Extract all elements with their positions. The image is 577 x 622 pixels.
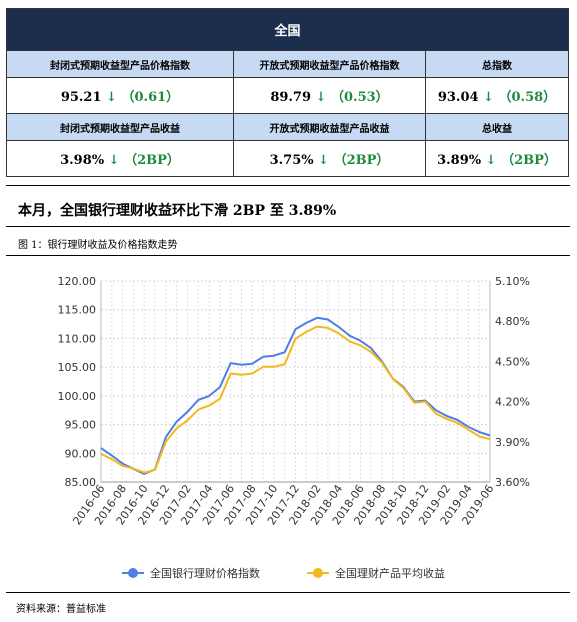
legend-label: 全国银行理财价格指数 xyxy=(150,566,260,580)
y-left-tick-label: 110.00 xyxy=(58,332,97,345)
series-line-1 xyxy=(100,316,491,475)
index-value: 89.79 xyxy=(270,90,312,105)
y-right-tick-label: 3.60% xyxy=(495,476,530,489)
yield-value: 3.89% xyxy=(437,153,482,168)
index-value: 93.04 xyxy=(437,90,479,105)
divider xyxy=(6,226,570,227)
header-total-index: 总指数 xyxy=(424,50,570,78)
value-closed-yield: 3.98% ↓ （2BP） xyxy=(6,140,234,177)
legend-marker-icon xyxy=(128,568,138,578)
index-value: 95.21 xyxy=(60,90,102,105)
down-arrow-icon: ↓ xyxy=(108,153,120,168)
divider xyxy=(6,185,570,186)
legend-label: 全国理财产品平均收益 xyxy=(335,566,445,580)
legend-marker-icon xyxy=(313,568,323,578)
index-change: （0.53） xyxy=(331,90,389,105)
y-right-tick-label: 4.20% xyxy=(495,396,530,409)
series-line-2 xyxy=(100,325,491,474)
value-total-yield: 3.89% ↓ （2BP） xyxy=(424,140,570,177)
headline: 本月，全国银行理财收益环比下滑 2BP 至 3.89% xyxy=(18,203,337,219)
y-left-tick-label: 90.00 xyxy=(65,447,97,460)
header-total-yield: 总收益 xyxy=(424,113,570,141)
value-open-yield: 3.75% ↓ （2BP） xyxy=(233,140,426,177)
index-change: （0.61） xyxy=(121,90,180,105)
divider xyxy=(6,255,570,256)
y-left-tick-label: 85.00 xyxy=(65,476,97,489)
value-total-index: 93.04 ↓ （0.58） xyxy=(424,77,570,114)
y-left-tick-label: 105.00 xyxy=(58,361,97,374)
table-title: 全国 xyxy=(5,8,570,51)
down-arrow-icon: ↓ xyxy=(483,90,494,105)
yield-change: （2BP） xyxy=(124,153,180,168)
y-left-tick-label: 100.00 xyxy=(58,390,97,403)
yield-change: （2BP） xyxy=(501,153,557,168)
index-change: （0.58） xyxy=(498,90,557,105)
header-closed-yield: 封闭式预期收益型产品收益 xyxy=(6,113,234,141)
yield-change: （2BP） xyxy=(333,153,390,168)
y-left-tick-label: 115.00 xyxy=(58,304,97,317)
value-closed-price-index: 95.21 ↓ （0.61） xyxy=(6,77,234,114)
header-open-price-index: 开放式预期收益型产品价格指数 xyxy=(233,50,426,78)
header-open-yield: 开放式预期收益型产品收益 xyxy=(233,113,426,141)
value-open-price-index: 89.79 ↓ （0.53） xyxy=(233,77,426,114)
y-left-tick-label: 95.00 xyxy=(65,419,97,432)
yield-value: 3.75% xyxy=(269,153,314,168)
line-chart: 85.00 90.00 95.00 100.00 105.00 110.00 115.00 1… xyxy=(58,275,530,580)
divider xyxy=(6,592,570,593)
header-closed-price-index: 封闭式预期收益型产品价格指数 xyxy=(6,50,234,78)
down-arrow-icon: ↓ xyxy=(315,90,327,105)
down-arrow-icon: ↓ xyxy=(318,153,330,168)
source-note: 资料来源：普益标准 xyxy=(16,604,106,615)
down-arrow-icon: ↓ xyxy=(485,153,497,168)
y-right-tick-label: 4.80% xyxy=(495,315,530,328)
y-left-tick-label: 120.00 xyxy=(58,275,97,288)
y-right-tick-label: 5.10% xyxy=(495,275,530,288)
down-arrow-icon: ↓ xyxy=(106,90,117,105)
y-right-tick-label: 3.90% xyxy=(495,436,530,449)
index-summary-table: 全国 封闭式预期收益型产品价格指数 开放式预期收益型产品价格指数 总指数 95.… xyxy=(5,8,570,177)
y-right-tick-label: 4.50% xyxy=(495,355,530,368)
figure-caption: 图 1：银行理财收益及价格指数走势 xyxy=(18,240,178,251)
yield-value: 3.98% xyxy=(60,153,105,168)
